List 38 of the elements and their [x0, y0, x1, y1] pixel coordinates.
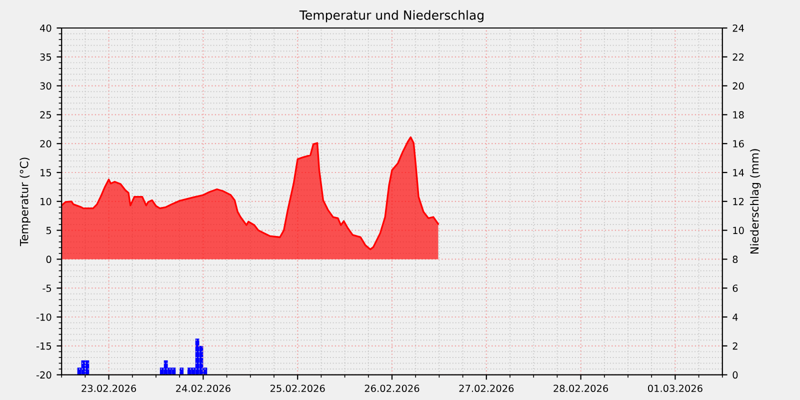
- y-tick-label: -10: [36, 313, 52, 321]
- x-tick-label: 26.02.2026: [364, 384, 420, 392]
- y-tick-label: 40: [40, 24, 52, 32]
- y-axis-title: Temperatur (°C): [20, 158, 30, 246]
- y-tick-label: 15: [40, 169, 52, 176]
- y-tick-label: 30: [40, 82, 52, 90]
- y-tick-label: -20: [36, 371, 52, 379]
- chart-title: Temperatur und Niederschlag: [299, 10, 484, 22]
- x-tick-label: 25.02.2026: [270, 384, 325, 392]
- y2-tick-label: 12: [733, 198, 744, 206]
- y2-tick-label: 10: [733, 226, 744, 234]
- y2-axis-title: Niederschlag (mm): [750, 149, 761, 254]
- y2-tick-label: 20: [732, 82, 744, 90]
- y2-tick-label: 8: [732, 256, 738, 264]
- bar: [164, 360, 168, 375]
- x-tick-label: 23.02.2026: [82, 384, 136, 392]
- y2-tick-label: 16: [733, 140, 744, 148]
- y-tick-label: 25: [40, 111, 52, 119]
- x-tick-label: 27.02.2026: [459, 384, 514, 392]
- bar: [195, 338, 200, 375]
- y2-tick-label: 6: [732, 284, 738, 292]
- y-tick-label: -5: [42, 284, 52, 292]
- y2-tick-label: 22: [732, 53, 744, 61]
- y-tick-label: 20: [40, 140, 52, 148]
- y-tick-label: 0: [46, 256, 52, 264]
- y2-tick-label: 14: [733, 169, 744, 176]
- y2-tick-label: 4: [732, 314, 738, 321]
- y-tick-label: 5: [46, 226, 52, 234]
- y-tick-label: 35: [40, 53, 52, 61]
- y-tick-label: 10: [40, 198, 52, 206]
- x-tick-label: 24.02.2026: [176, 384, 230, 392]
- y2-tick-label: 0: [732, 371, 738, 379]
- x-tick-label: 28.02.2026: [554, 384, 608, 392]
- y2-tick-label: 18: [733, 111, 744, 119]
- x-tick-label: 01.03.2026: [648, 384, 702, 392]
- y-tick-label: -15: [36, 342, 52, 350]
- y2-tick-label: 2: [732, 342, 738, 350]
- y2-tick-label: 24: [732, 24, 744, 32]
